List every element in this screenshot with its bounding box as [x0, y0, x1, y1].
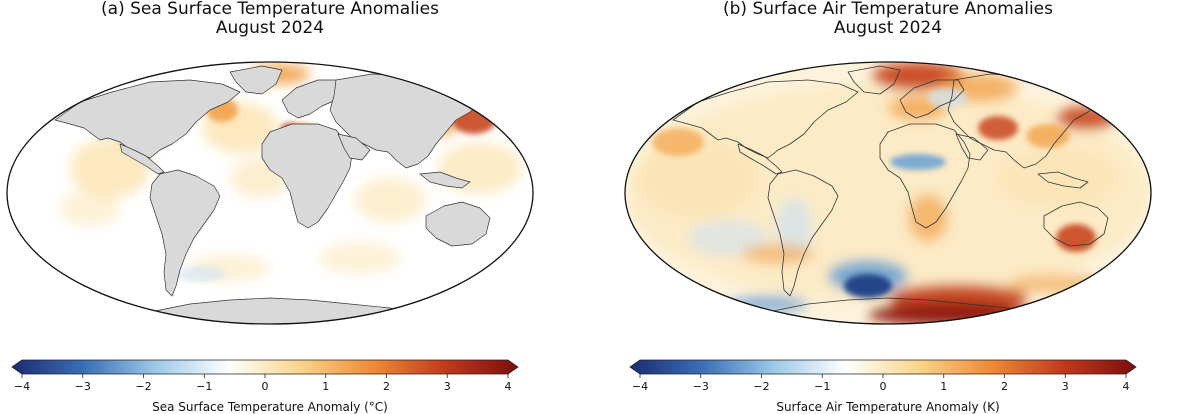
land-central-america — [119, 143, 165, 175]
panel-title: (a) Sea Surface Temperature Anomalies Au… — [0, 0, 540, 38]
map-boundary — [6, 61, 534, 325]
colorbar: −4 −3 −2 −1 0 1 2 3 4 — [629, 359, 1137, 393]
title-line-2: August 2024 — [215, 18, 325, 38]
anomaly-patch — [652, 128, 704, 156]
colorbar-tick-label: 0 — [880, 380, 887, 393]
anomaly-patch — [1056, 106, 1116, 130]
anomaly-patch — [688, 220, 768, 256]
anomaly-patch — [868, 302, 1028, 324]
land-australia — [425, 201, 491, 247]
anomaly-patch — [1020, 70, 1076, 86]
colorbar-tick-label: 3 — [1062, 380, 1069, 393]
land-north-america — [54, 79, 241, 159]
anomaly-patch — [998, 148, 1118, 208]
colorbar: −4 −3 −2 −1 0 1 2 3 4 — [11, 359, 519, 393]
land-arabia — [337, 133, 371, 161]
colorbar-tick-label: −1 — [196, 380, 212, 393]
anomaly-patch — [1026, 124, 1070, 148]
colorbar-tick-label: −4 — [14, 380, 30, 393]
map-boundary — [624, 61, 1152, 325]
anomaly-patch — [978, 116, 1018, 140]
colorbar-gradient — [11, 359, 519, 375]
land-greenland — [847, 65, 901, 95]
colorbar-tick-label: 1 — [322, 380, 329, 393]
colorbar-gradient — [629, 359, 1137, 375]
anomaly-patch — [320, 242, 400, 274]
sst-anomaly-panel: (a) Sea Surface Temperature Anomalies Au… — [0, 0, 560, 414]
anomaly-patch — [742, 244, 814, 264]
colorbar-tick-label: −4 — [632, 380, 648, 393]
land-africa — [261, 123, 353, 229]
sst-anomaly-map — [6, 61, 534, 325]
land-africa — [879, 123, 971, 229]
land-north-america — [672, 79, 859, 159]
colorbar-tick-label: −3 — [75, 380, 91, 393]
title-line-2: August 2024 — [833, 18, 943, 38]
anomaly-patch — [776, 198, 812, 258]
land-mask — [54, 65, 491, 324]
colorbar-tick-label: 1 — [940, 380, 947, 393]
anomaly-patch — [638, 138, 758, 218]
anomaly-patch — [1008, 274, 1108, 294]
land-europe — [899, 79, 965, 119]
panel-title: (b) Surface Air Temperature Anomalies Au… — [618, 0, 1158, 38]
colorbar-tick-label: 2 — [383, 380, 390, 393]
anomaly-patch — [908, 194, 948, 242]
colorbar-tick-label: −3 — [693, 380, 709, 393]
land-indonesia — [1037, 171, 1089, 189]
colorbar-tick-label: 4 — [505, 380, 512, 393]
sat-anomaly-panel: (b) Surface Air Temperature Anomalies Au… — [618, 0, 1178, 414]
sat-anomaly-map — [624, 61, 1152, 325]
anomaly-patch — [354, 178, 426, 222]
land-indonesia — [419, 171, 471, 189]
colorbar-tick-label: 4 — [1123, 380, 1130, 393]
land-south-america — [767, 169, 839, 297]
anomaly-patch — [928, 88, 968, 108]
land-central-america — [737, 143, 783, 175]
anomaly-patch — [60, 190, 120, 226]
title-line-1: (a) Sea Surface Temperature Anomalies — [101, 0, 439, 19]
colorbar-tick-label: 0 — [262, 380, 269, 393]
land-arabia — [955, 133, 989, 161]
colorbar-tick-label: −1 — [814, 380, 830, 393]
colorbar-tick-label: 3 — [444, 380, 451, 393]
anomaly-patch — [174, 266, 226, 282]
anomaly-patch — [1056, 224, 1096, 252]
colorbar-tick-label: −2 — [135, 380, 151, 393]
land-south-america — [149, 169, 221, 297]
colorbar-label: Sea Surface Temperature Anomaly (°C) — [152, 400, 388, 414]
land-greenland — [229, 65, 283, 95]
land-australia — [1043, 201, 1109, 247]
land-antarctica — [149, 297, 421, 324]
title-line-1: (b) Surface Air Temperature Anomalies — [722, 0, 1053, 19]
land-antarctica — [767, 297, 1039, 324]
colorbar-tick-label: −2 — [753, 380, 769, 393]
colorbar-tick-label: 2 — [1001, 380, 1008, 393]
colorbar-label: Surface Air Temperature Anomaly (K) — [776, 400, 1000, 414]
anomaly-patch — [890, 154, 946, 170]
anomaly-patch — [844, 274, 892, 298]
